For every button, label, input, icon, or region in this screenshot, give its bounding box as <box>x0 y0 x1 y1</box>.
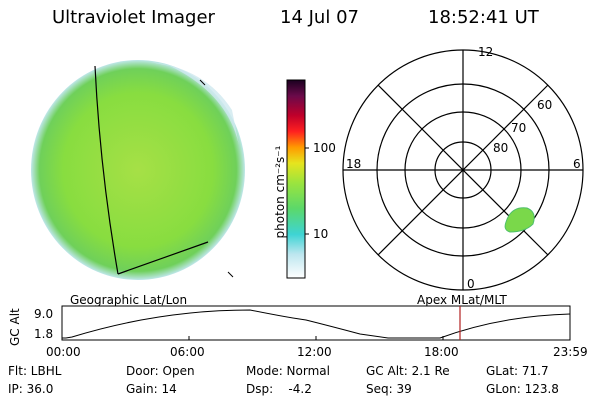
mlat-label-80: 80 <box>493 141 509 155</box>
timeline-x-tick: 12:00 <box>297 345 332 359</box>
timeline-y-label: GC Alt <box>8 308 22 346</box>
altitude-curve <box>62 309 571 339</box>
date-label: 14 Jul 07 <box>280 7 359 28</box>
info-gain: Gain: 14 <box>126 382 177 396</box>
timeline-right-title: Apex MLat/MLT <box>417 293 507 307</box>
timeline-x-tick: 06:00 <box>170 345 205 359</box>
timeline-x-tick: 00:00 <box>46 345 81 359</box>
info-glat: GLat: 71.7 <box>486 364 549 378</box>
disk-corner-mark <box>227 271 234 278</box>
info-glon: GLon: 123.8 <box>486 382 559 396</box>
mlt-label-6: 6 <box>573 157 581 171</box>
time-label: 18:52:41 UT <box>428 7 539 28</box>
timeline-x-tick: 23:59 <box>553 345 588 359</box>
info-ip: IP: 36.0 <box>8 382 54 396</box>
info-dsp: Dsp: -4.2 <box>246 382 312 396</box>
mlat-label-60: 60 <box>537 98 553 112</box>
timeline-y-tick-max: 9.0 <box>34 307 54 321</box>
color-scale-bar <box>286 79 309 279</box>
colorbar-tick-10: 10 <box>313 227 329 241</box>
info-door: Door: Open <box>126 364 195 378</box>
timeline-left-title: Geographic Lat/Lon <box>70 293 188 307</box>
mlt-label-0: 0 <box>467 277 475 291</box>
colorbar-unit-label: photon cm⁻²s⁻¹ <box>273 145 287 239</box>
mlt-label-12: 12 <box>478 45 494 59</box>
earth-disk <box>31 60 245 280</box>
timeline-x-tick: 18:00 <box>424 345 459 359</box>
limb-glow <box>150 62 240 150</box>
instrument-title: Ultraviolet Imager <box>52 7 215 28</box>
parallel-line <box>117 241 209 275</box>
meridian-line <box>94 65 119 275</box>
info-mode: Mode: Normal <box>246 364 330 378</box>
mlt-label-18: 18 <box>346 157 362 171</box>
colorbar-tick-100: 100 <box>313 141 336 155</box>
timeline-y-tick-min: 1.8 <box>34 327 54 341</box>
mlat-label-70: 70 <box>511 121 527 135</box>
info-filter: Flt: LBHL <box>8 364 62 378</box>
disk-corner-mark <box>199 79 206 86</box>
aurora-patch <box>504 207 535 233</box>
info-seq: Seq: 39 <box>366 382 412 396</box>
info-gc-alt: GC Alt: 2.1 Re <box>366 364 450 378</box>
